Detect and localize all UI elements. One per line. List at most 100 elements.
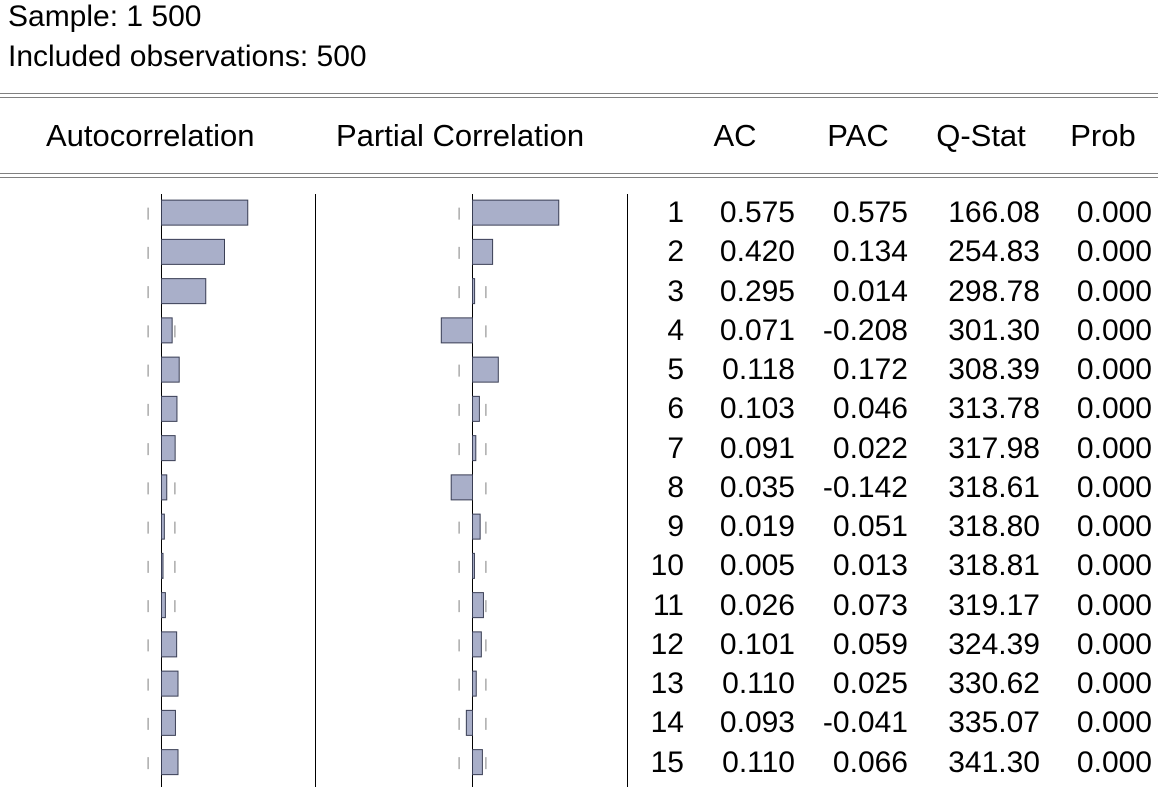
ac-bar xyxy=(161,238,225,265)
pac-cell: 0.575 xyxy=(832,196,908,229)
ac-cell: 0.093 xyxy=(719,706,795,740)
qstat-heading: Q-Stat xyxy=(936,118,1026,153)
header-rule-1 xyxy=(0,173,1158,174)
ac-cell: 0.103 xyxy=(719,392,795,426)
pac-cell: 0.014 xyxy=(832,274,908,308)
lag-cell: 7 xyxy=(667,431,684,465)
pac-bar xyxy=(440,317,473,344)
qstat-cell: 166.08 xyxy=(948,196,1040,229)
prob-cell: 0.000 xyxy=(1076,706,1152,740)
pac-cell: 0.073 xyxy=(832,588,908,622)
ac-bar xyxy=(161,749,179,776)
ac-bar xyxy=(161,395,178,422)
lag-cell: 4 xyxy=(667,313,684,347)
qstat-cell: 301.30 xyxy=(948,313,1040,347)
ac-bar xyxy=(161,199,249,226)
ac-cell: 0.091 xyxy=(719,431,795,465)
prob-cell: 0.000 xyxy=(1076,196,1152,229)
lag-cell: 9 xyxy=(667,510,684,543)
header-rule-2 xyxy=(0,177,1158,178)
ac-cell: 0.118 xyxy=(722,353,795,386)
ac-bar xyxy=(161,474,168,501)
ac-bar xyxy=(161,592,166,619)
observations-label: Included observations: 500 xyxy=(8,40,367,73)
lag-cell: 14 xyxy=(650,706,684,740)
pac-cell: -0.208 xyxy=(822,313,908,347)
qstat-cell: 313.78 xyxy=(948,392,1040,426)
pac-cell: 0.046 xyxy=(832,392,908,426)
top-rule-1 xyxy=(0,93,1158,94)
qstat-cell: 254.83 xyxy=(948,235,1040,269)
lag-cell: 1 xyxy=(667,196,684,229)
lag-cell: 3 xyxy=(667,274,684,308)
lag-cell: 10 xyxy=(650,549,684,583)
ac-bar xyxy=(161,356,180,383)
prob-cell: 0.000 xyxy=(1076,510,1152,543)
pac-cell: 0.025 xyxy=(832,667,908,700)
pac-bar xyxy=(472,670,477,697)
lag-cell: 6 xyxy=(667,392,684,426)
qstat-cell: 318.61 xyxy=(948,470,1040,504)
pac-cell: -0.142 xyxy=(822,470,908,504)
pac-cell: 0.066 xyxy=(832,745,908,779)
ac-bar xyxy=(161,670,179,697)
prob-cell: 0.000 xyxy=(1076,627,1152,661)
ac-bar xyxy=(161,513,165,540)
sample-label: Sample: 1 500 xyxy=(8,0,202,33)
pac-bar xyxy=(472,552,475,579)
qstat-cell: 330.62 xyxy=(948,667,1040,700)
lag-cell: 13 xyxy=(650,667,684,700)
ac-bar xyxy=(161,709,176,736)
qstat-cell: 324.39 xyxy=(948,627,1040,661)
pac-bar xyxy=(472,395,480,422)
qstat-cell: 335.07 xyxy=(948,706,1040,740)
qstat-cell: 318.81 xyxy=(948,549,1040,583)
lag-cell: 8 xyxy=(667,470,684,504)
qstat-cell: 341.30 xyxy=(948,745,1040,779)
ac-cell: 0.026 xyxy=(719,588,795,622)
pac-cell: 0.059 xyxy=(832,627,908,661)
pac-bar xyxy=(472,435,477,462)
ac-bar xyxy=(161,631,178,658)
lag-cell: 2 xyxy=(667,235,684,269)
qstat-cell: 319.17 xyxy=(948,588,1040,622)
top-rule-2 xyxy=(0,97,1158,98)
pac-heading: PAC xyxy=(827,118,889,153)
lag-cell: 15 xyxy=(650,745,684,779)
pac-bar xyxy=(472,513,481,540)
ac-cell: 0.019 xyxy=(719,510,795,543)
pac-cell: 0.134 xyxy=(832,235,908,269)
ac-cell: 0.110 xyxy=(722,667,795,700)
prob-cell: 0.000 xyxy=(1076,431,1152,465)
prob-heading: Prob xyxy=(1070,118,1136,153)
pac-bar xyxy=(472,238,494,265)
ac-cell: 0.295 xyxy=(719,274,795,308)
ac-bar xyxy=(161,278,207,305)
prob-cell: 0.000 xyxy=(1076,549,1152,583)
pac-bar xyxy=(472,199,560,226)
partial-correlation-heading: Partial Correlation xyxy=(336,118,585,153)
lag-cell: 12 xyxy=(650,627,684,661)
ac-cell: 0.101 xyxy=(719,627,795,661)
prob-cell: 0.000 xyxy=(1076,353,1152,386)
ac-cell: 0.071 xyxy=(719,313,795,347)
pac-bar xyxy=(472,356,499,383)
qstat-cell: 318.80 xyxy=(948,510,1040,543)
pac-cell: 0.013 xyxy=(832,549,908,583)
pac-cell: 0.022 xyxy=(832,431,908,465)
ac-cell: 0.420 xyxy=(719,235,795,269)
ac-bar xyxy=(161,435,176,462)
qstat-cell: 298.78 xyxy=(948,274,1040,308)
pac-cell: 0.051 xyxy=(832,510,908,543)
prob-cell: 0.000 xyxy=(1076,392,1152,426)
prob-cell: 0.000 xyxy=(1076,470,1152,504)
ac-cell: 0.110 xyxy=(722,745,795,779)
ac-cell: 0.035 xyxy=(719,470,795,504)
pac-cell: -0.041 xyxy=(822,706,908,740)
prob-cell: 0.000 xyxy=(1076,235,1152,269)
pac-cell: 0.172 xyxy=(832,353,908,386)
ac-heading: AC xyxy=(713,118,757,153)
ac-bar xyxy=(161,552,164,579)
prob-cell: 0.000 xyxy=(1076,667,1152,700)
